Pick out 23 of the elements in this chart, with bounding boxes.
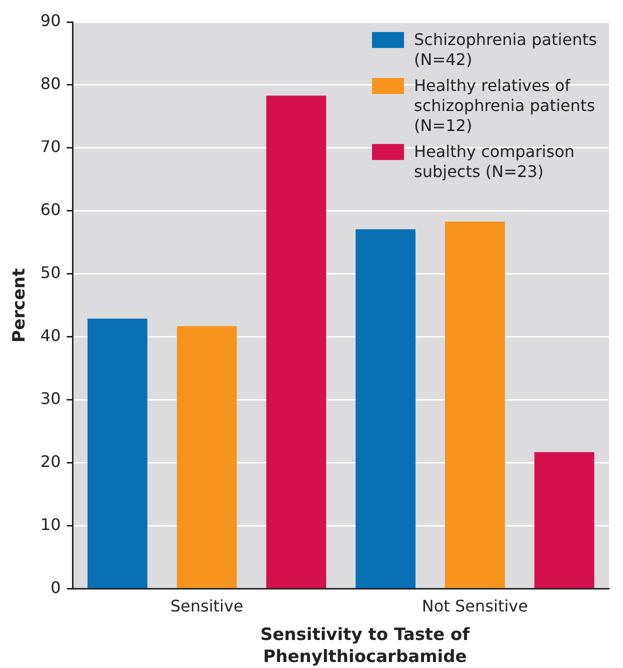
bar: [88, 318, 148, 588]
bar: [176, 326, 237, 588]
bar: [356, 229, 416, 588]
y-tick-label: 30: [40, 389, 61, 408]
y-axis-title: Percent: [10, 268, 30, 343]
y-tick-label: 80: [40, 74, 61, 94]
y-tick-label: 20: [40, 452, 61, 471]
legend-label: Schizophrenia patients (N=42): [414, 30, 598, 70]
legend-label: Healthy relatives of schizophrenia patients (N=12): [414, 76, 596, 136]
y-tick-label: 40: [40, 326, 61, 346]
y-tick-label: 90: [40, 11, 61, 30]
bar: [534, 452, 594, 588]
bar: [266, 96, 326, 588]
x-axis-title: Sensitivity to Taste of Phenylthiocarbamide: [259, 624, 471, 668]
y-tick-label: 50: [40, 263, 61, 282]
legend-label: Healthy comparison subjects (N=23): [414, 142, 576, 182]
y-tick-label: 70: [40, 137, 61, 156]
y-tick-label: 0: [50, 578, 61, 597]
x-tick-label: Sensitive: [170, 596, 244, 616]
bar: [445, 222, 505, 588]
y-tick-label: 60: [40, 200, 61, 220]
y-tick-label: 10: [40, 514, 61, 534]
x-tick-label: Not Sensitive: [422, 596, 528, 616]
